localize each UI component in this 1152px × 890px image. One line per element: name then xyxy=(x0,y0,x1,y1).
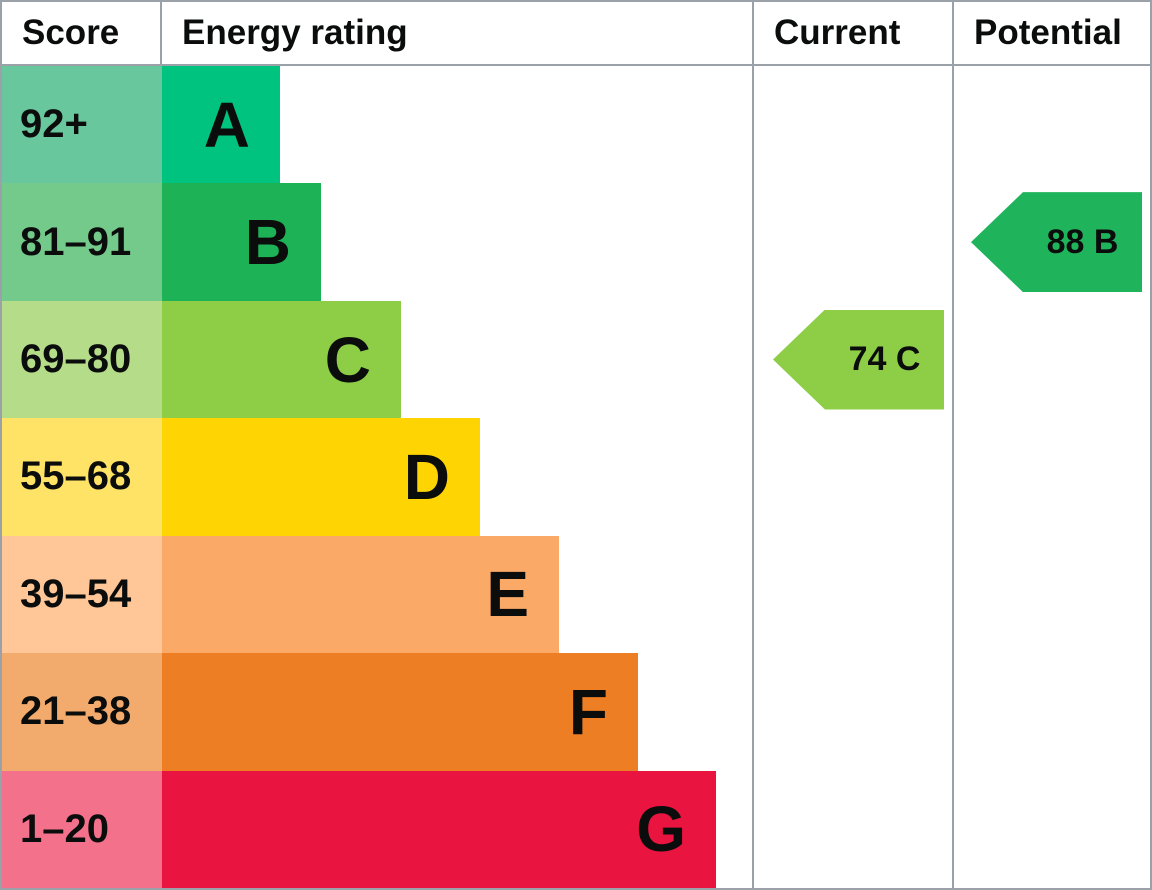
potential-rating-arrow: 88 B xyxy=(971,192,1142,293)
header-current: Current xyxy=(752,2,952,64)
band-letter-a: A xyxy=(203,88,250,161)
band-bar-a: A xyxy=(162,66,280,184)
header-row: Score Energy rating Current Potential xyxy=(2,2,1150,66)
score-range-c: 69–80 xyxy=(2,300,162,419)
potential-cell-b: 88 B xyxy=(952,183,1150,301)
potential-cell-c xyxy=(952,300,1150,419)
header-potential: Potential xyxy=(952,2,1150,64)
potential-cell-e xyxy=(952,535,1150,654)
current-cell-e xyxy=(752,535,952,654)
energy-cell-d: D xyxy=(162,418,752,536)
score-range-e: 39–54 xyxy=(2,535,162,654)
current-cell-c: 74 C xyxy=(752,300,952,419)
band-bar-g: G xyxy=(162,770,716,888)
current-cell-g xyxy=(752,770,952,888)
band-row-f: 21–38 F xyxy=(2,653,1150,771)
band-bar-c: C xyxy=(162,300,401,419)
band-bar-e: E xyxy=(162,535,559,654)
potential-cell-f xyxy=(952,653,1150,771)
current-cell-d xyxy=(752,418,952,536)
current-cell-f xyxy=(752,653,952,771)
score-range-a: 92+ xyxy=(2,66,162,184)
score-range-b: 81–91 xyxy=(2,183,162,301)
band-letter-e: E xyxy=(486,558,529,631)
current-rating-label: 74 C xyxy=(848,340,921,379)
score-range-d: 55–68 xyxy=(2,418,162,536)
potential-cell-d xyxy=(952,418,1150,536)
band-letter-g: G xyxy=(636,793,686,866)
potential-cell-g xyxy=(952,770,1150,888)
current-cell-b xyxy=(752,183,952,301)
band-bar-d: D xyxy=(162,418,480,536)
energy-cell-c: C xyxy=(162,300,752,419)
header-energy-rating: Energy rating xyxy=(182,13,408,52)
energy-cell-a: A xyxy=(162,66,752,184)
band-row-a: 92+ A xyxy=(2,66,1150,184)
band-row-b: 81–91 B 88 B xyxy=(2,183,1150,301)
potential-cell-a xyxy=(952,66,1150,184)
band-letter-c: C xyxy=(324,323,371,396)
energy-cell-e: E xyxy=(162,535,752,654)
band-letter-b: B xyxy=(244,206,291,279)
band-row-g: 1–20 G xyxy=(2,770,1150,888)
band-row-e: 39–54 E xyxy=(2,535,1150,654)
bands-body: 92+ A 81–91 B 88 B xyxy=(2,66,1150,888)
energy-cell-f: F xyxy=(162,653,752,771)
band-letter-d: D xyxy=(403,440,450,513)
energy-cell-b: B xyxy=(162,183,752,301)
band-bar-f: F xyxy=(162,653,638,771)
current-rating-arrow: 74 C xyxy=(773,309,944,410)
band-row-c: 69–80 C 74 C xyxy=(2,300,1150,419)
potential-rating-label: 88 B xyxy=(1046,222,1119,261)
energy-cell-g: G xyxy=(162,770,752,888)
score-range-f: 21–38 xyxy=(2,653,162,771)
current-cell-a xyxy=(752,66,952,184)
header-score: Score xyxy=(2,2,162,64)
band-row-d: 55–68 D xyxy=(2,418,1150,536)
band-bar-b: B xyxy=(162,183,321,301)
score-range-g: 1–20 xyxy=(2,770,162,888)
band-letter-f: F xyxy=(568,675,608,748)
